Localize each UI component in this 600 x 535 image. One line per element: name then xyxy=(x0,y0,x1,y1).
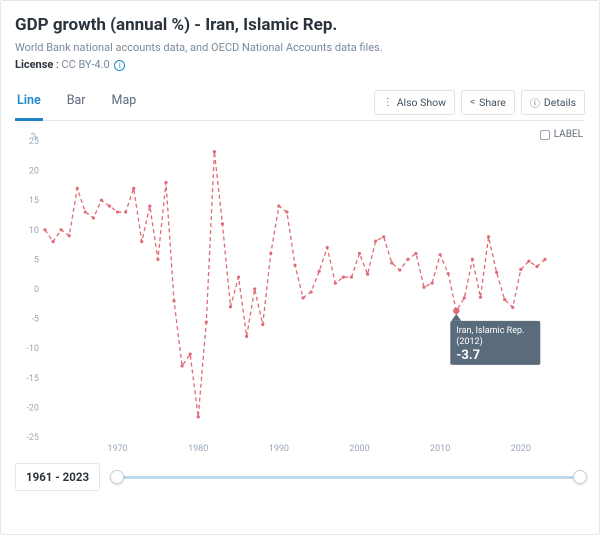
time-slider[interactable] xyxy=(112,468,585,486)
range-start: 1961 xyxy=(26,470,52,484)
share-label: Share xyxy=(479,96,506,109)
details-label: Details xyxy=(544,96,576,109)
time-range-footer: 1961 - 2023 xyxy=(15,463,585,491)
label-checkbox[interactable]: LABEL xyxy=(540,129,583,140)
share-button[interactable]: < Share xyxy=(461,90,515,115)
license-label: License xyxy=(15,58,53,71)
plot-area: LABEL %-25-20-15-10-50510152025197019801… xyxy=(15,127,585,457)
tabs-row: Line Bar Map ⋮ Also Show < Share ⓘ Details xyxy=(15,85,585,121)
svg-text:-15: -15 xyxy=(26,374,39,384)
svg-text:1990: 1990 xyxy=(269,444,289,454)
line-chart: %-25-20-15-10-50510152025197019801990200… xyxy=(15,127,555,457)
chart-actions: ⋮ Also Show < Share ⓘ Details xyxy=(374,90,585,115)
slider-thumb-left[interactable] xyxy=(110,470,124,484)
svg-text:-25: -25 xyxy=(26,433,39,443)
details-button[interactable]: ⓘ Details xyxy=(521,90,585,115)
svg-text:2010: 2010 xyxy=(430,444,450,454)
svg-text:5: 5 xyxy=(34,255,39,265)
chart-type-tabs: Line Bar Map xyxy=(15,85,138,120)
svg-text:2000: 2000 xyxy=(349,444,369,454)
license-line: License : CC BY-4.0 i xyxy=(15,58,585,71)
also-show-button[interactable]: ⋮ Also Show xyxy=(374,90,455,115)
svg-text:2020: 2020 xyxy=(511,444,531,454)
stack-icon: ⋮ xyxy=(383,97,393,108)
svg-text:Iran, Islamic Rep.: Iran, Islamic Rep. xyxy=(456,326,524,336)
license-value: CC BY-4.0 xyxy=(61,58,109,71)
tab-line[interactable]: Line xyxy=(15,85,43,121)
page-title: GDP growth (annual %) - Iran, Islamic Re… xyxy=(15,15,585,35)
label-checkbox-text: LABEL xyxy=(554,129,583,140)
svg-text:25: 25 xyxy=(29,137,39,147)
svg-text:20: 20 xyxy=(29,167,39,177)
svg-text:-3.7: -3.7 xyxy=(456,348,480,363)
share-icon: < xyxy=(470,97,475,108)
tab-bar[interactable]: Bar xyxy=(65,85,88,120)
svg-text:-20: -20 xyxy=(26,403,39,413)
svg-text:15: 15 xyxy=(29,196,39,206)
svg-text:-10: -10 xyxy=(26,344,39,354)
slider-thumb-right[interactable] xyxy=(573,470,587,484)
info-icon[interactable]: i xyxy=(114,60,125,71)
range-label: 1961 - 2023 xyxy=(15,463,100,491)
svg-text:(2012): (2012) xyxy=(456,336,482,347)
data-source: World Bank national accounts data, and O… xyxy=(15,41,585,54)
svg-text:-5: -5 xyxy=(31,315,39,325)
also-show-label: Also Show xyxy=(397,96,446,109)
svg-text:10: 10 xyxy=(29,226,39,236)
checkbox-box xyxy=(540,130,550,140)
slider-fill xyxy=(112,476,585,479)
svg-text:1970: 1970 xyxy=(107,444,127,454)
details-icon: ⓘ xyxy=(530,95,540,110)
svg-text:1980: 1980 xyxy=(188,444,208,454)
tab-map[interactable]: Map xyxy=(110,85,139,120)
svg-text:0: 0 xyxy=(34,285,39,295)
range-end: 2023 xyxy=(63,470,89,484)
chart-card: GDP growth (annual %) - Iran, Islamic Re… xyxy=(0,0,600,535)
